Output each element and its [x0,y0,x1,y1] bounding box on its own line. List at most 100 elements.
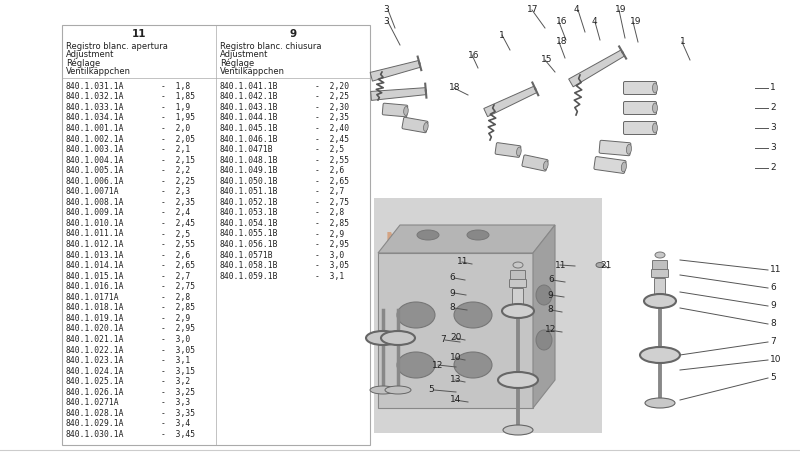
Text: -  3,1: - 3,1 [161,356,190,365]
Ellipse shape [645,398,675,408]
Text: 19: 19 [615,5,626,15]
FancyBboxPatch shape [522,155,548,171]
Text: 840.1.053.1B: 840.1.053.1B [220,208,278,218]
Text: 840.1.003.1A: 840.1.003.1A [66,145,125,154]
Text: 840.1.0571B: 840.1.0571B [220,251,274,260]
Text: 7: 7 [440,336,446,344]
Text: 840.1.008.1A: 840.1.008.1A [66,198,125,207]
Text: 840.1.011.1A: 840.1.011.1A [66,229,125,239]
Ellipse shape [536,285,552,305]
Text: 16: 16 [556,17,567,27]
Text: -  3,4: - 3,4 [161,420,190,428]
Text: 840.1.049.1B: 840.1.049.1B [220,166,278,175]
Text: 21: 21 [600,261,611,269]
Text: -  2,7: - 2,7 [161,272,190,281]
Text: Réglage: Réglage [220,59,254,68]
FancyBboxPatch shape [599,140,631,156]
Text: 840.1.043.1B: 840.1.043.1B [220,103,278,112]
Polygon shape [370,60,421,81]
Text: 840.1.025.1A: 840.1.025.1A [66,377,125,386]
Ellipse shape [467,230,489,240]
Text: 11: 11 [132,29,146,39]
Ellipse shape [644,294,676,308]
Ellipse shape [503,425,533,435]
Text: 18: 18 [449,83,461,93]
Text: 4: 4 [592,17,598,27]
Text: 840.1.033.1A: 840.1.033.1A [66,103,125,112]
Text: -  1,95: - 1,95 [161,114,195,122]
Text: 840.1.042.1B: 840.1.042.1B [220,93,278,101]
Ellipse shape [370,386,396,394]
Text: -  2,7: - 2,7 [315,187,344,196]
Ellipse shape [653,123,658,133]
Text: -  2,9: - 2,9 [161,314,190,323]
Text: 840.1.013.1A: 840.1.013.1A [66,251,125,260]
Text: 840.1.0071A: 840.1.0071A [66,187,120,196]
Polygon shape [569,50,625,87]
Text: 8: 8 [449,304,454,312]
Text: 6: 6 [770,284,776,293]
Text: 1: 1 [770,83,776,93]
Text: -  2,25: - 2,25 [161,177,195,186]
Text: -  2,65: - 2,65 [161,261,195,270]
Text: -  2,5: - 2,5 [161,229,190,239]
Text: -  2,55: - 2,55 [315,156,349,164]
FancyBboxPatch shape [623,121,657,135]
Text: 840.1.048.1B: 840.1.048.1B [220,156,278,164]
Ellipse shape [423,122,428,131]
Text: 840.1.045.1B: 840.1.045.1B [220,124,278,133]
Text: 2: 2 [770,104,776,113]
Text: 840.1.010.1A: 840.1.010.1A [66,219,125,228]
FancyBboxPatch shape [382,103,408,117]
Text: 840.1.016.1A: 840.1.016.1A [66,282,125,291]
Text: 840.1.019.1A: 840.1.019.1A [66,314,125,323]
Text: Réglage: Réglage [66,59,100,68]
Text: Registro blanc. chiusura: Registro blanc. chiusura [220,42,322,51]
Text: -  2,30: - 2,30 [315,103,349,112]
Text: 9: 9 [547,290,553,300]
Text: 840.1.0171A: 840.1.0171A [66,293,120,302]
Text: 840.1.021.1A: 840.1.021.1A [66,335,125,344]
Ellipse shape [385,386,411,394]
Text: 5: 5 [428,386,434,394]
Polygon shape [484,86,537,117]
Ellipse shape [366,331,400,345]
Text: 1: 1 [499,31,505,39]
Text: -  1,85: - 1,85 [161,93,195,101]
Text: -  2,15: - 2,15 [161,156,195,164]
Text: 840.1.052.1B: 840.1.052.1B [220,198,278,207]
Text: 16: 16 [468,50,479,60]
FancyBboxPatch shape [654,278,666,298]
Text: 840.1.031.1A: 840.1.031.1A [66,82,125,91]
Text: 840.1.059.1B: 840.1.059.1B [220,272,278,281]
Ellipse shape [397,352,435,378]
Polygon shape [378,225,555,253]
Polygon shape [533,225,555,408]
Text: 840.1.0471B: 840.1.0471B [220,145,274,154]
Ellipse shape [454,302,492,328]
Polygon shape [370,87,426,100]
Ellipse shape [454,352,492,378]
Ellipse shape [640,347,680,363]
Text: -  3,2: - 3,2 [161,377,190,386]
Text: 11: 11 [770,266,782,274]
Text: 5: 5 [770,374,776,382]
Text: -  3,05: - 3,05 [315,261,349,270]
Polygon shape [378,253,533,408]
Text: -  2,20: - 2,20 [315,82,349,91]
Text: 7: 7 [770,338,776,347]
Ellipse shape [397,302,435,328]
Text: -  2,3: - 2,3 [161,187,190,196]
Text: -  2,95: - 2,95 [161,324,195,333]
Text: 840.1.032.1A: 840.1.032.1A [66,93,125,101]
Ellipse shape [502,304,534,318]
Text: MOTORCYCLE
SPARE PARTS: MOTORCYCLE SPARE PARTS [386,232,502,264]
Text: -  2,75: - 2,75 [161,282,195,291]
Text: 840.1.051.1B: 840.1.051.1B [220,187,278,196]
Text: -  2,25: - 2,25 [315,93,349,101]
FancyBboxPatch shape [374,198,602,433]
Text: 20: 20 [450,333,462,343]
Text: 1: 1 [680,38,686,47]
Text: 15: 15 [541,55,553,65]
FancyBboxPatch shape [510,271,526,279]
